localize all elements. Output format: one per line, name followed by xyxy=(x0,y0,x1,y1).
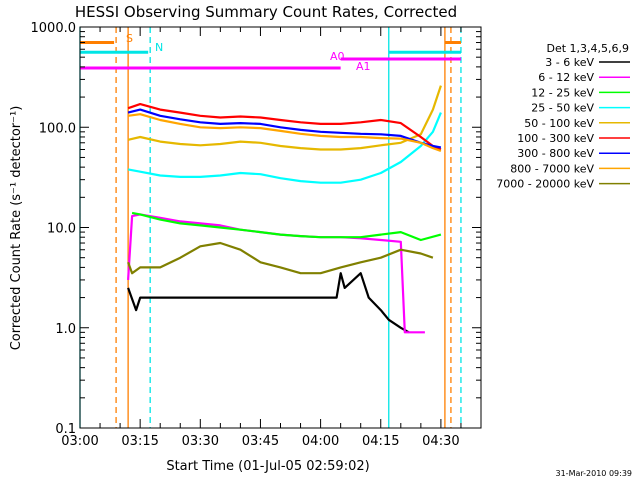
chart-title: HESSI Observing Summary Count Rates, Cor… xyxy=(75,3,457,21)
x-tick-label-6: 04:30 xyxy=(422,434,459,449)
x-tick-label-2: 03:30 xyxy=(182,434,219,449)
legend-label-4: 50 - 100 keV xyxy=(524,117,594,130)
series-line-6 xyxy=(127,108,442,149)
y-tick-label-4: 1000.0 xyxy=(31,21,77,36)
y-tick-label-1: 1.0 xyxy=(55,322,76,337)
legend-label-6: 300 - 800 keV xyxy=(517,147,594,160)
legend-label-5: 100 - 300 keV xyxy=(517,132,594,145)
axes-frame xyxy=(79,26,482,429)
series-line-8 xyxy=(127,241,434,275)
legend-label-1: 6 - 12 keV xyxy=(538,71,594,84)
legend-title: Det 1,3,4,5,6,9 xyxy=(546,42,629,55)
y-tick-label-0: 0.1 xyxy=(55,422,76,437)
x-tick-label-4: 04:00 xyxy=(302,434,339,449)
footer-date: 31-Mar-2010 09:39 xyxy=(556,469,633,478)
legend-label-8: 7000 - 20000 keV xyxy=(496,178,594,191)
x-axis-label: Start Time (01-Jul-05 02:59:02) xyxy=(166,459,369,474)
flag-label-A0: A0 xyxy=(330,50,345,63)
legend-label-3: 25 - 50 keV xyxy=(531,102,594,115)
series-line-4 xyxy=(127,85,442,151)
series-line-5 xyxy=(127,102,442,151)
legend-label-0: 3 - 6 keV xyxy=(545,56,594,69)
y-tick-label-2: 10.0 xyxy=(47,222,76,237)
legend-label-2: 12 - 25 keV xyxy=(531,86,594,99)
legend-label-7: 800 - 7000 keV xyxy=(510,162,594,175)
y-tick-label-3: 100.0 xyxy=(39,121,76,136)
series-line-0 xyxy=(127,272,410,334)
plot-area: S N A0 A1 0.1 1.0 10.0 100.0 1000.0 03:00 03:15 03:… xyxy=(31,21,482,449)
flag-label-N: N xyxy=(155,41,163,54)
series-line-7 xyxy=(127,113,442,153)
x-tick-label-0: 03:00 xyxy=(61,434,98,449)
series-line-2 xyxy=(131,211,442,242)
flag-label-S: S xyxy=(126,32,133,45)
x-tick-label-3: 03:45 xyxy=(242,434,279,449)
flag-label-A1: A1 xyxy=(356,60,371,73)
x-tick-label-1: 03:15 xyxy=(121,434,158,449)
x-tick-label-5: 04:15 xyxy=(362,434,399,449)
y-axis-label: Corrected Count Rate (s⁻¹ detector⁻¹) xyxy=(9,106,24,351)
legend: 3 - 6 keV 6 - 12 keV 12 - 25 keV 25 - 50 ke… xyxy=(496,56,630,191)
series-line-1 xyxy=(127,213,425,334)
series-line-3 xyxy=(127,112,442,184)
